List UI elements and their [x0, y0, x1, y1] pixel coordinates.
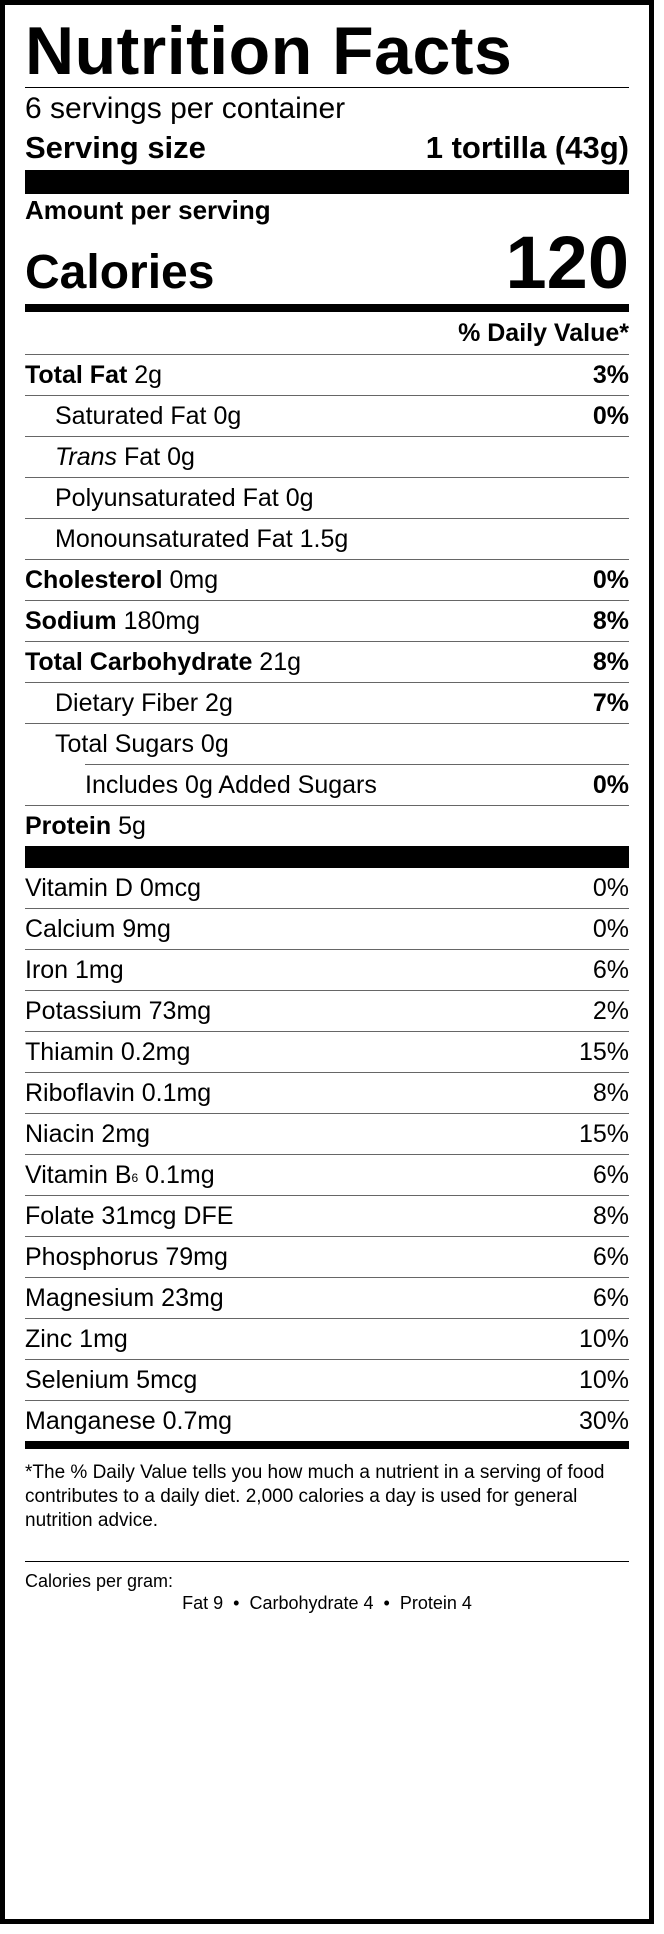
serving-size-label: Serving size [25, 130, 206, 165]
calories-per-gram-values: Fat 9 • Carbohydrate 4 • Protein 4 [182, 1593, 472, 1613]
nutrient-row-total-fat: Total Fat 2g 3% [25, 360, 629, 389]
vitamin-row-folate: Folate 31mcg DFE 8% [25, 1201, 629, 1230]
vitamin-row-niacin: Niacin 2mg 15% [25, 1119, 629, 1148]
nutrient-row-protein: Protein 5g [25, 811, 146, 840]
calories-per-gram-label: Calories per gram: [25, 1571, 174, 1591]
nutrient-row-dietary-fiber: Dietary Fiber 2g 7% [55, 688, 629, 717]
daily-value-header: % Daily Value* [458, 318, 629, 347]
divider-medium [25, 1441, 629, 1449]
calories-value: 120 [505, 221, 629, 304]
divider-thick [25, 846, 629, 868]
vitamin-row-zinc: Zinc 1mg 10% [25, 1324, 629, 1353]
vitamin-row-calcium: Calcium 9mg 0% [25, 914, 629, 943]
nutrient-row-polyunsaturated-fat: Polyunsaturated Fat 0g [55, 483, 314, 512]
nutrient-row-total-sugars: Total Sugars 0g [55, 729, 229, 758]
vitamin-row-phosphorus: Phosphorus 79mg 6% [25, 1242, 629, 1271]
vitamin-row-vitamin-b6: Vitamin B6 0.1mg 6% [25, 1160, 629, 1189]
nutrient-row-monounsaturated-fat: Monounsaturated Fat 1.5g [55, 524, 349, 553]
vitamin-row-selenium: Selenium 5mcg 10% [25, 1365, 629, 1394]
nutrient-row-cholesterol: Cholesterol 0mg 0% [25, 565, 629, 594]
nutrient-row-saturated-fat: Saturated Fat 0g 0% [55, 401, 629, 430]
calories-per-gram: Calories per gram: Fat 9 • Carbohydrate … [25, 1562, 629, 1614]
label-content: Nutrition Facts 6 servings per container… [25, 5, 629, 1614]
vitamin-row-riboflavin: Riboflavin 0.1mg 8% [25, 1078, 629, 1107]
nutrient-row-trans-fat: Trans Fat 0g [55, 442, 195, 471]
divider-medium [25, 304, 629, 312]
serving-size-value: 1 tortilla (43g) [425, 130, 629, 165]
divider-thick [25, 170, 629, 194]
serving-size-row: Serving size 1 tortilla (43g) [25, 126, 629, 170]
vitamin-row-thiamin: Thiamin 0.2mg 15% [25, 1037, 629, 1066]
vitamin-row-iron: Iron 1mg 6% [25, 955, 629, 984]
vitamin-row-manganese: Manganese 0.7mg 30% [25, 1406, 629, 1435]
calories-row: Calories 120 [25, 226, 629, 304]
nutrient-row-sodium: Sodium 180mg 8% [25, 606, 629, 635]
nutrition-facts-label: Nutrition Facts 6 servings per container… [0, 0, 654, 1924]
nutrient-row-added-sugars: Includes 0g Added Sugars 0% [85, 770, 629, 799]
vitamin-row-potassium: Potassium 73mg 2% [25, 996, 629, 1025]
label-title: Nutrition Facts [25, 13, 513, 89]
nutrient-row-total-carbohydrate: Total Carbohydrate 21g 8% [25, 647, 629, 676]
servings-per-container: 6 servings per container [25, 92, 346, 125]
calories-label: Calories [25, 246, 215, 299]
vitamin-row-vitamin-d: Vitamin D 0mcg 0% [25, 873, 629, 902]
vitamin-row-magnesium: Magnesium 23mg 6% [25, 1283, 629, 1312]
vitamins-section: Vitamin D 0mcg 0% Calcium 9mg 0% Iron 1mg 6… [25, 868, 629, 1441]
amount-per-serving: Amount per serving [25, 195, 271, 225]
footnote: *The % Daily Value tells you how much a … [25, 1462, 605, 1531]
